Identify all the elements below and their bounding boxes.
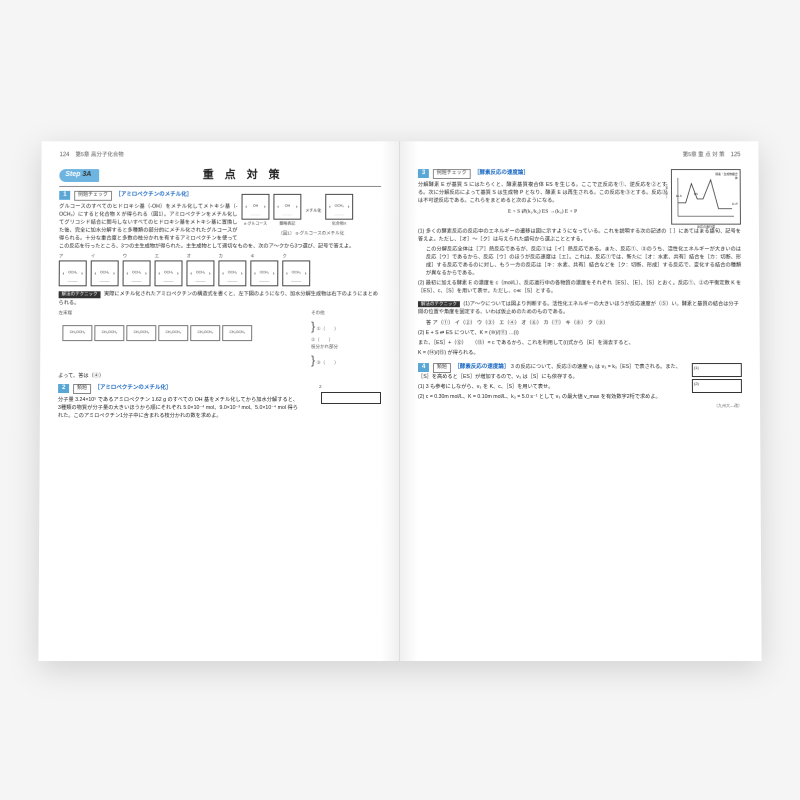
chain-figure: 左末端 CH₂OCH₃ CH₂OCH₃ CH₂OCH₃ CH₂OCH₃ CH₂O… [58, 310, 381, 369]
question-1-body: この分解反応全体は［ア］熱反応であるが、反応①は［イ］熱反応である。また、反応①… [418, 246, 741, 278]
choice-grid: アOCH₃ イOCH₃ ウOCH₃ エOCH₃ オOCH₃ カOCH₃ キOCH… [59, 254, 381, 287]
energy-diagram: エネルギー 反応の進行度 E+S ES E+P 酵素・生成物複合体 [671, 169, 741, 225]
axis-x-label: 反応の進行度 [672, 225, 740, 230]
choice-structure: OCH₃ [154, 261, 182, 287]
problem-tag: 類題 [433, 363, 451, 373]
problem-3: 3 例題チェック ［酵素反応の速度論］ エネルギー 反応の進行度 E+S ES … [418, 169, 741, 296]
technique-line: (1)ア〜ウについては図より判断する。活性化エネルギーの大きいほうが反応速度が（… [418, 301, 739, 315]
question-1: (1) 多くの酵素反応の反応中のエネルギーの遷移は図に示すようになっている。これ… [418, 228, 741, 244]
technique-answers: 答 ア（①） イ（②） ウ（③） エ（④） オ（⑥） カ（⑦） キ（⑧） ク（⑨… [418, 319, 742, 327]
problem-topic: ［酵素反応の速度論］ [454, 364, 509, 370]
chapter-label-left: 第5章 高分子化合物 [75, 151, 123, 159]
answer-box: (2) [692, 379, 742, 393]
problem-badge: 3 [418, 169, 429, 178]
choice-structure: OCH₃ [91, 261, 119, 287]
choice-label: エ [155, 254, 183, 261]
diagram-label: E+S [676, 194, 682, 199]
chain-unit: CH₂OCH₃ [126, 325, 156, 341]
answer-boxes: (1) (2) [692, 363, 742, 395]
technique-line: また、［ES］+（⑫） （⑬）= c であるから、これを利用して(Ⅰ)式から［E… [418, 339, 742, 347]
technique-text: 実際にメチル化されたアミロペクチンの構造式を書くと、左下図のようになり、加水分解… [59, 291, 378, 305]
technique-line: (2) E + S ⇄ ES について、K = (⑩)/(⑪) …(Ⅰ) [418, 329, 742, 337]
choice-structure: OCH₃ [282, 261, 310, 287]
step-number: 3A [82, 171, 91, 178]
problem-topic: ［アミロペクチンのメチル化］ [115, 192, 192, 198]
polymer-chain: CH₂OCH₃ CH₂OCH₃ CH₂OCH₃ CH₂OCH₃ CH₂OCH₃ … [58, 321, 307, 345]
chain-unit: CH₂OCH₃ [158, 325, 188, 341]
page-right: 第5章 重 点 対 策 125 3 例題チェック ［酵素反応の速度論］ エネルギ… [400, 141, 762, 661]
technique-label: 解法のテクニック [59, 291, 101, 298]
problem-topic: ［酵素反応の速度論］ [474, 170, 529, 176]
fig-label-b: 簡略表記 [273, 221, 301, 227]
choice-label: イ [91, 254, 119, 261]
choice-structure: OCH₃ [218, 261, 246, 287]
choice-label: ウ [123, 254, 151, 261]
problem-body: 分子量 3.24×10⁵ であるアミロペクチン 1.62 g のすべての OH … [58, 396, 298, 420]
fig-label-a: α-グルコース [241, 221, 269, 227]
banner-title: 重 点 対 策 [105, 167, 381, 184]
hexose-ring: OCH₃ [325, 194, 353, 220]
diagram-label: E+P [732, 202, 738, 207]
brace-icon: } [311, 319, 315, 333]
page-left: 124 第5章 高分子化合物 Step 3A 重 点 対 策 1 例題チェック … [38, 141, 400, 661]
problem-4: 4 類題 ［酵素反応の速度論］ (1) (2) 3 の反応について、反応③の速度… [418, 363, 742, 410]
hexose-ring: OH [242, 194, 270, 220]
answer-label: 2 [319, 384, 381, 391]
choice-structure: OCH₃ [186, 261, 214, 287]
problem-tag: 類題 [73, 384, 91, 394]
choice-label: オ [187, 254, 215, 261]
choice-structure: OCH₃ [250, 261, 278, 287]
answer-box: (1) [692, 363, 742, 377]
chapter-label-right: 第5章 重 点 対 策 [683, 151, 725, 159]
brace-icon: } [311, 353, 315, 367]
technique-3: 解法のテクニック (1)ア〜ウについては図より判断する。活性化エネルギーの大きい… [418, 300, 742, 357]
page-number-left: 124 [59, 151, 69, 160]
chain-label-left: 左末端 [58, 310, 307, 317]
textbook-spread: 124 第5章 高分子化合物 Step 3A 重 点 対 策 1 例題チェック … [38, 141, 761, 661]
conclusion: よって、答は（④） [58, 372, 381, 380]
choice-label: ア [59, 254, 87, 261]
problem-topic: ［アミロペクチンのメチル化］ [94, 385, 171, 391]
diagram-note: 酵素・生成物複合体 [714, 172, 738, 181]
choice-structure: OCH₃ [123, 261, 151, 287]
problem-1: 1 例題チェック ［アミロペクチンのメチル化］ OH α-グルコース OH 簡略… [59, 191, 381, 286]
hexose-ring: OH [273, 194, 301, 220]
choice-label: ク [282, 254, 310, 261]
chain-unit: CH₂OCH₃ [222, 325, 252, 341]
step-banner: Step 3A 重 点 対 策 [59, 167, 381, 187]
chain-unit: CH₂OCH₃ [190, 325, 220, 341]
technique-line: K = (⑭)/(⑮) が得られる。 [418, 349, 742, 357]
source-citation: 〔九州大—改〕 [418, 403, 742, 409]
arrow-label: メチル化 [305, 207, 321, 213]
chain-label-branch: 枝分かれ部分 [311, 344, 381, 351]
chain-unit: CH₂OCH₃ [94, 325, 124, 341]
problem-tag: 例題チェック [74, 191, 112, 201]
problem-badge: 1 [59, 191, 70, 200]
answer-box [321, 392, 381, 404]
page-number-right: 125 [731, 151, 741, 160]
problem-badge: 4 [418, 363, 429, 372]
problem-tag: 例題チェック [433, 169, 471, 179]
choice-label: カ [218, 254, 246, 261]
problem-2: 2 類題 ［アミロペクチンのメチル化］ 2 分子量 3.24×10⁵ であるアミ… [58, 384, 381, 420]
step-label: Step [65, 171, 80, 178]
question-2: (2) 最初に加える酵素 E の濃度を c〔mol/L〕、反応進行中の各物質の濃… [418, 280, 741, 296]
technique-label: 解法のテクニック [418, 301, 460, 308]
chain-label-other: その他 [311, 310, 381, 317]
choice-structure: OCH₃ [59, 261, 87, 287]
step-pill: Step 3A [59, 169, 99, 182]
fig-caption: 〔図1〕 α-グルコースのメチル化 [241, 231, 381, 238]
chain-unit: CH₂OCH₃ [62, 325, 92, 341]
problem-badge: 2 [58, 384, 69, 393]
choice-label: キ [250, 254, 278, 261]
diagram-label: ES [694, 192, 698, 197]
axis-y-label: エネルギー [664, 184, 669, 199]
figure-1: OH α-グルコース OH 簡略表記 メチル化 OCH₃ 化合物X 〔図1〕 α… [241, 194, 381, 238]
fig-label-c: 化合物X [325, 221, 353, 227]
technique-1: 解法のテクニック 実際にメチル化されたアミロペクチンの構造式を書くと、左下図のよ… [58, 290, 381, 379]
